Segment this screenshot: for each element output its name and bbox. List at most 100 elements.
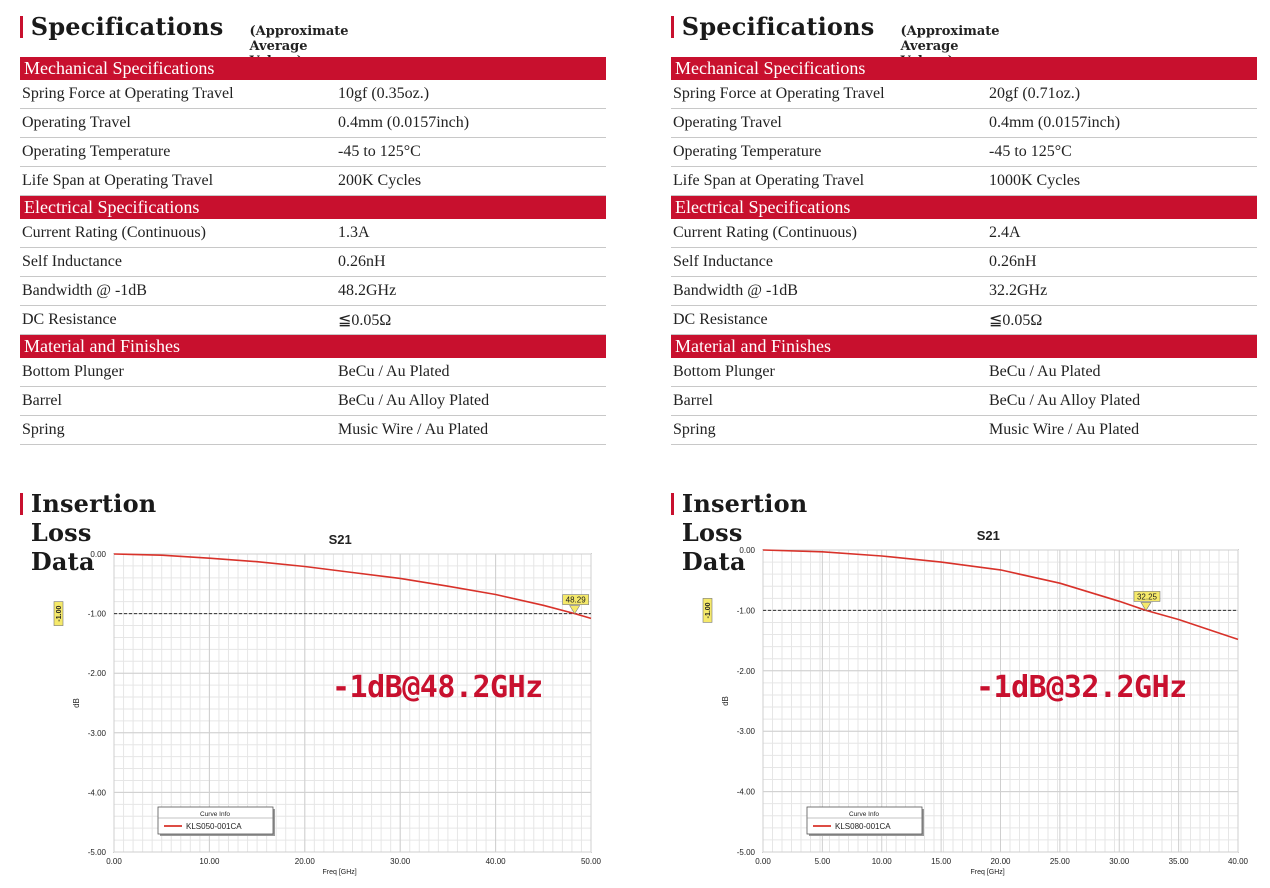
- spec-value: 10gf (0.35oz.): [338, 85, 430, 102]
- spec-value: 0.26nH: [989, 253, 1037, 270]
- x-tick-label: 30.00: [390, 857, 411, 866]
- spec-row: Life Span at Operating Travel 200K Cycles: [20, 167, 606, 196]
- spec-row: Barrel BeCu / Au Alloy Plated: [20, 387, 606, 416]
- spec-heading: Specifications (Approximate Average Valu…: [20, 12, 352, 69]
- legend-box: [806, 806, 923, 835]
- legend-title: Curve Info: [200, 811, 230, 818]
- spec-heading: Specifications (Approximate Average Valu…: [671, 12, 1003, 69]
- spec-row: Operating Temperature -45 to 125°C: [671, 138, 1257, 167]
- spec-value: BeCu / Au Alloy Plated: [338, 392, 490, 409]
- spec-key: Spring Force at Operating Travel: [673, 85, 885, 102]
- spec-row: Bandwidth @ -1dB 32.2GHz: [671, 277, 1257, 306]
- heading-bar: [671, 493, 674, 515]
- x-tick-label: 40.00: [486, 857, 507, 866]
- x-tick-label: 50.00: [581, 857, 602, 866]
- spec-row: Self Inductance 0.26nH: [20, 248, 606, 277]
- marker-label-box: [1133, 591, 1161, 602]
- marker-label-box: [562, 594, 589, 605]
- legend-series-name: KLS080-001CA: [835, 822, 891, 831]
- spec-value: 1000K Cycles: [989, 172, 1081, 189]
- spec-table: Mechanical Specifications Spring Force at…: [671, 57, 1257, 445]
- spec-row: Spring Music Wire / Au Plated: [671, 416, 1257, 445]
- y-tick-label: -4.00: [88, 788, 107, 797]
- x-tick-label: 10.00: [872, 857, 893, 866]
- spec-key: Operating Travel: [22, 114, 131, 131]
- spec-value: 2.4A: [989, 224, 1021, 241]
- chart-title: S21: [977, 528, 1000, 543]
- insertion-loss-chart-left: S21 0.00 10.00 20.00 30.00 40.00 50.00 0.00 -1.0…: [53, 532, 602, 876]
- spec-key: Operating Temperature: [22, 143, 171, 160]
- x-axis-label: Freq [GHz]: [971, 869, 1005, 876]
- y-tick-label: 0.00: [90, 550, 106, 559]
- group-header: Material and Finishes: [671, 335, 1257, 358]
- reference-label-box: [702, 598, 713, 623]
- y-tick-label: -4.00: [737, 788, 756, 797]
- insertion-loss-chart-right: S21 0.00 5.00 10.00 15.00 20.00 25.00 30.00 35.0…: [702, 528, 1249, 876]
- reference-label: -1.00: [56, 606, 63, 622]
- spec-value: BeCu / Au Plated: [989, 363, 1101, 380]
- spec-value: ≦0.05Ω: [338, 312, 392, 329]
- spec-value: BeCu / Au Alloy Plated: [989, 392, 1141, 409]
- spec-table: Mechanical Specifications Spring Force at…: [20, 57, 606, 445]
- spec-row: Operating Temperature -45 to 125°C: [20, 138, 606, 167]
- x-tick-label: 20.00: [990, 857, 1011, 866]
- spec-key: Self Inductance: [673, 253, 773, 270]
- legend-box: [157, 806, 274, 835]
- spec-key: Current Rating (Continuous): [22, 224, 206, 241]
- x-tick-label: 20.00: [295, 857, 316, 866]
- y-tick-label: -3.00: [88, 729, 107, 738]
- spec-key: DC Resistance: [673, 311, 768, 328]
- spec-row: Bottom Plunger BeCu / Au Plated: [20, 358, 606, 387]
- group-header: Electrical Specifications: [20, 196, 606, 219]
- spec-row: Current Rating (Continuous) 2.4A: [671, 219, 1257, 248]
- y-tick-label: -2.00: [737, 667, 756, 676]
- spec-value: 0.26nH: [338, 253, 386, 270]
- y-axis-label: dB: [721, 696, 730, 706]
- heading-bar: [671, 16, 674, 38]
- x-tick-label: 25.00: [1050, 857, 1071, 866]
- marker-label: 48.29: [566, 596, 587, 605]
- x-tick-label: 5.00: [815, 857, 831, 866]
- spec-key: DC Resistance: [22, 311, 117, 328]
- spec-key: Bandwidth @ -1dB: [673, 282, 798, 299]
- spec-key: Life Span at Operating Travel: [22, 172, 214, 189]
- spec-value: 20gf (0.71oz.): [989, 85, 1081, 102]
- spec-value: Music Wire / Au Plated: [989, 421, 1140, 438]
- loss-title: Insertion Loss Data: [681, 489, 808, 576]
- spec-key: Bottom Plunger: [22, 363, 124, 380]
- spec-row: DC Resistance ≦0.05Ω: [671, 306, 1257, 335]
- group-header: Electrical Specifications: [671, 196, 1257, 219]
- y-tick-label: -5.00: [737, 848, 756, 857]
- y-tick-label: -1.00: [88, 610, 107, 619]
- spec-key: Barrel: [673, 392, 713, 409]
- loss-heading: Insertion Loss Data: [671, 489, 811, 576]
- spec-key: Spring Force at Operating Travel: [22, 85, 234, 102]
- spec-value: -45 to 125°C: [338, 143, 421, 160]
- spec-key: Spring: [22, 421, 65, 438]
- y-tick-label: -5.00: [88, 848, 107, 857]
- spec-value: -45 to 125°C: [989, 143, 1072, 160]
- spec-value: 32.2GHz: [989, 282, 1048, 299]
- y-tick-label: -3.00: [737, 727, 756, 736]
- spec-key: Bottom Plunger: [673, 363, 775, 380]
- marker-label: 32.25: [1137, 592, 1158, 601]
- bandwidth-callout: -1dB@48.2GHz: [332, 670, 543, 705]
- y-axis-label: dB: [72, 698, 81, 708]
- series-line: [113, 553, 592, 620]
- spec-value: ≦0.05Ω: [989, 312, 1043, 329]
- spec-row: Operating Travel 0.4mm (0.0157inch): [20, 109, 606, 138]
- spec-key: Spring: [673, 421, 716, 438]
- heading-bar: [20, 493, 23, 515]
- x-tick-label: 30.00: [1109, 857, 1130, 866]
- y-tick-label: -1.00: [737, 606, 756, 615]
- spec-value: 1.3A: [338, 224, 370, 241]
- spec-row: Self Inductance 0.26nH: [671, 248, 1257, 277]
- reference-label: -1.00: [705, 602, 712, 618]
- spec-key: Self Inductance: [22, 253, 122, 270]
- bandwidth-callout: -1dB@32.2GHz: [976, 670, 1187, 705]
- spec-title: Specifications: [30, 12, 224, 41]
- y-tick-label: -2.00: [88, 669, 107, 678]
- chart-title: S21: [329, 532, 352, 547]
- marker-icon: [1140, 602, 1152, 611]
- group-header: Mechanical Specifications: [20, 57, 606, 80]
